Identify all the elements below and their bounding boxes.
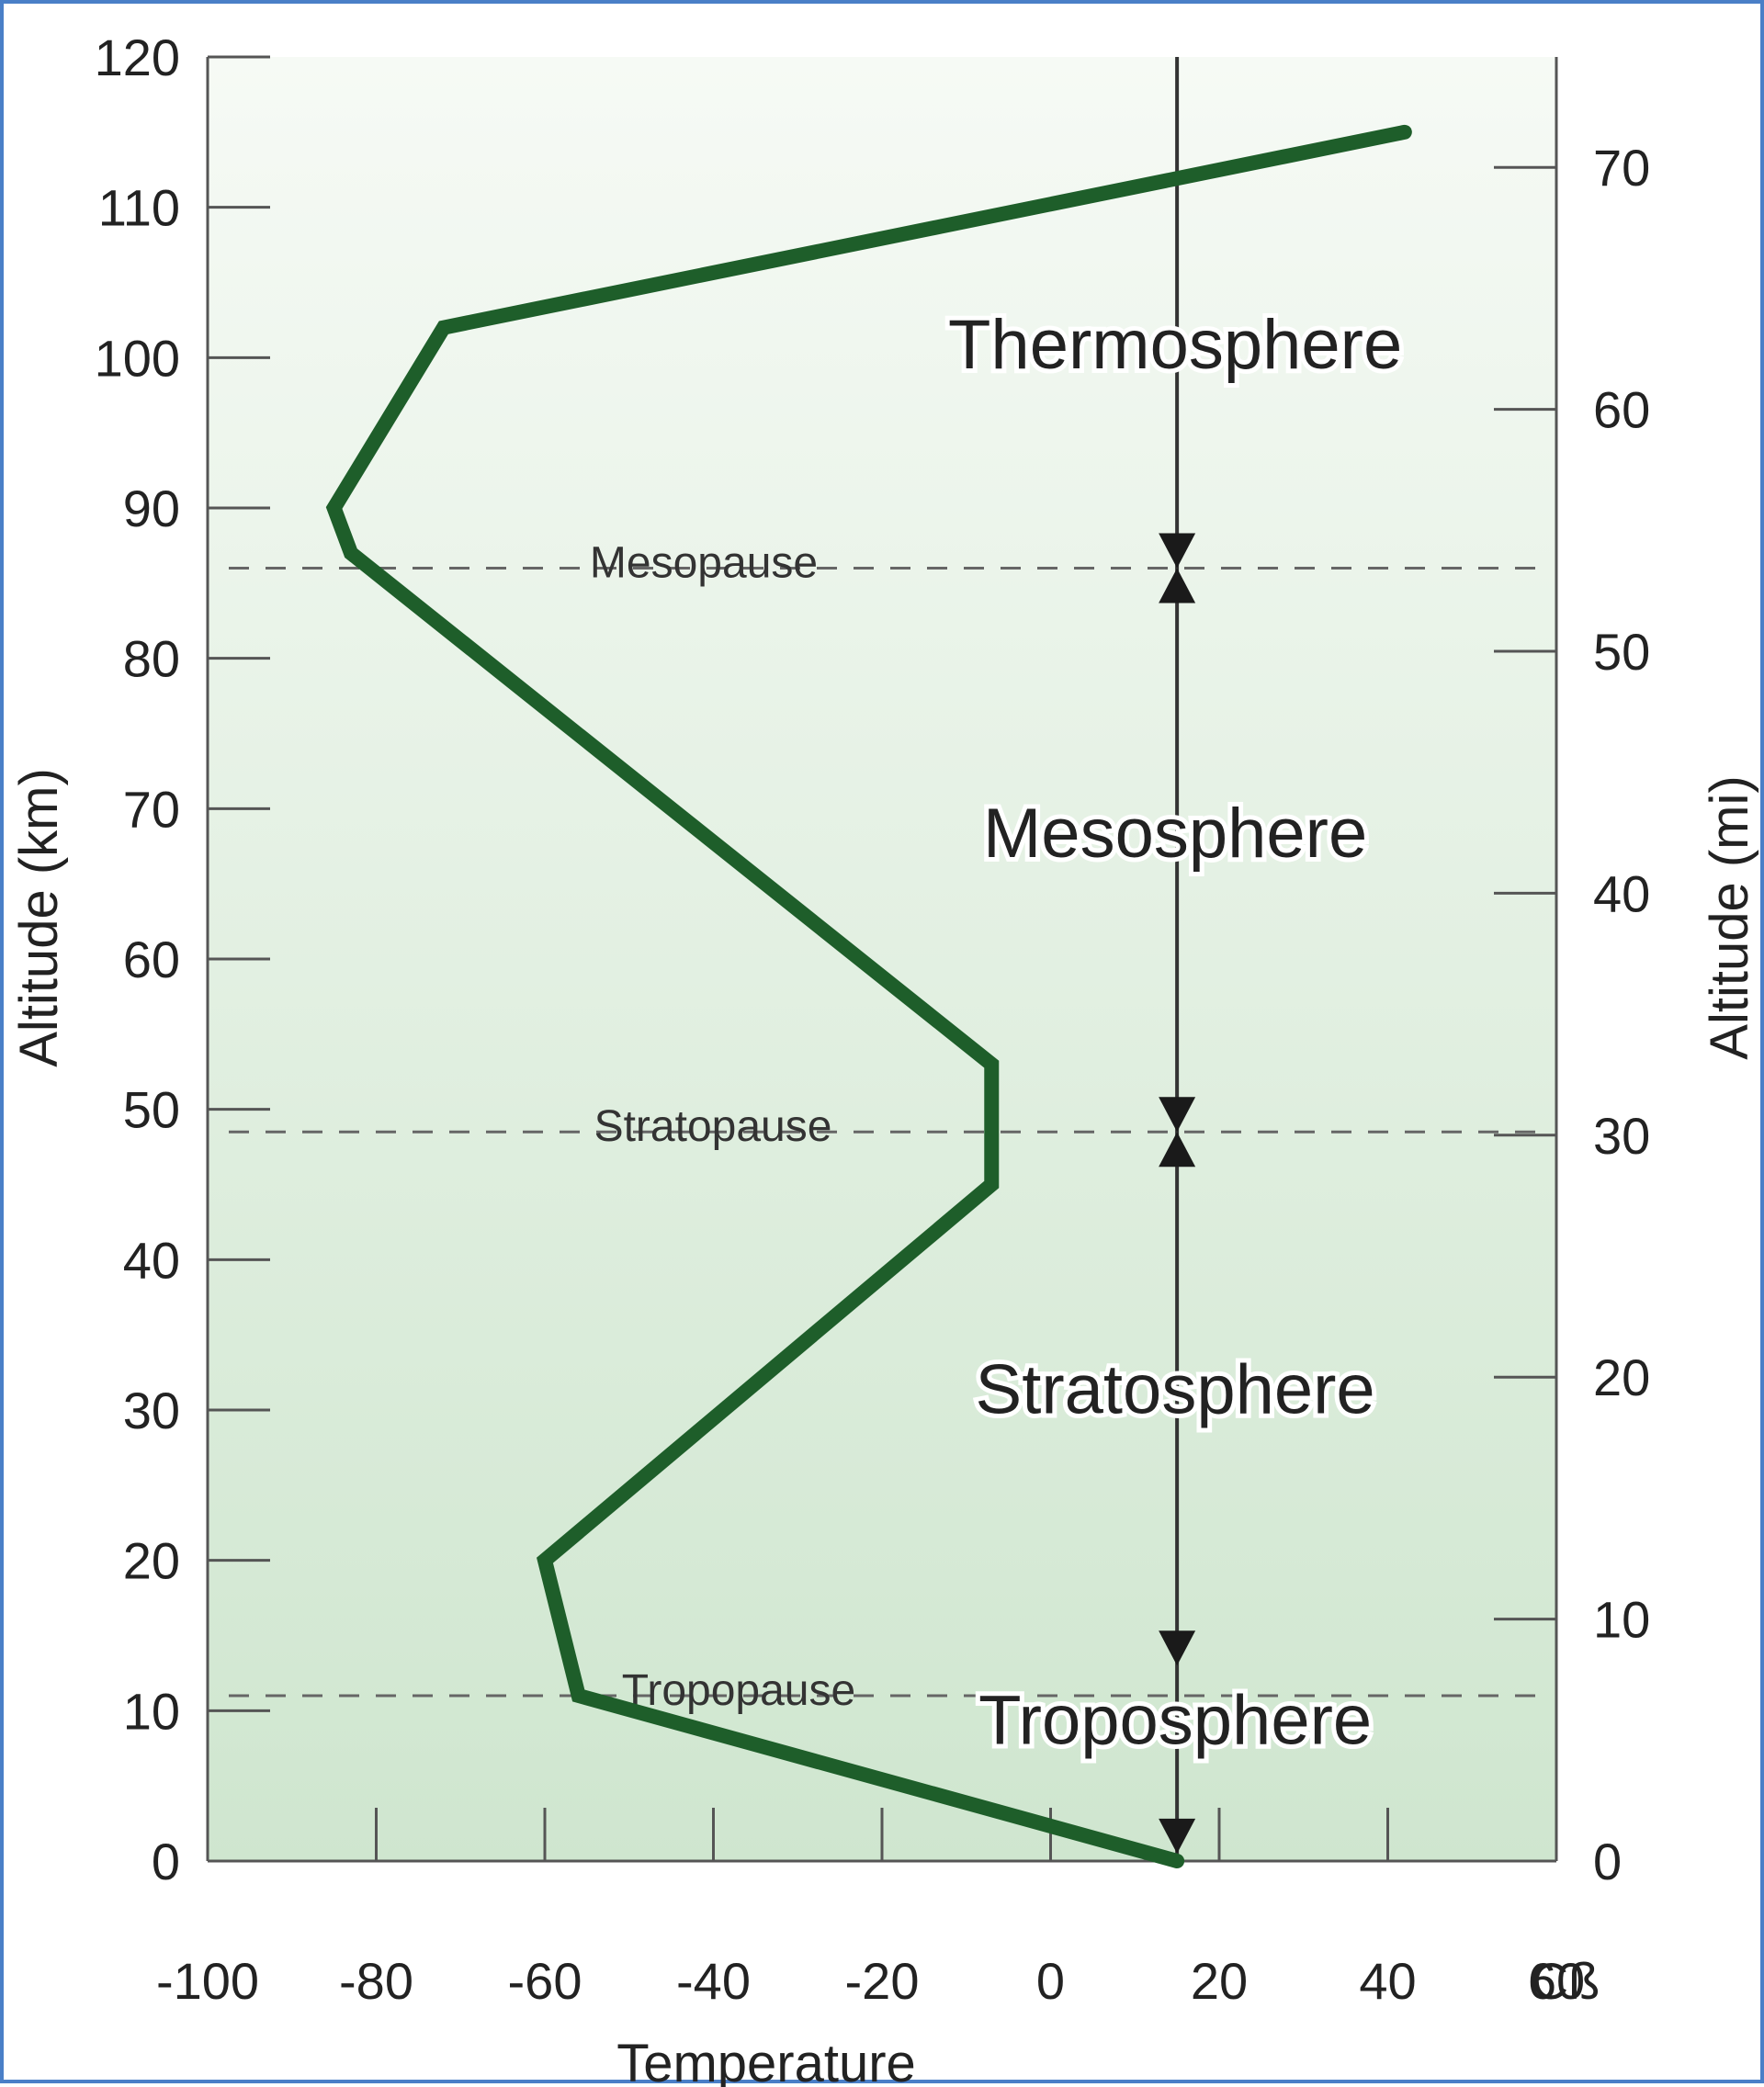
layer-label: Mesosphere — [983, 795, 1367, 873]
right-tick-label: 50 — [1593, 623, 1650, 681]
boundary-label: Tropopause — [622, 1666, 855, 1715]
arrow-down-icon — [1159, 1818, 1196, 1854]
atmosphere-temperature-chart: Tropopause Stratopause Mesopause 0 10 20 30 40… — [9, 28, 1759, 2087]
arrow-down-icon — [1159, 533, 1196, 569]
right-tick-label: 70 — [1593, 139, 1650, 197]
boundary-label: Mesopause — [590, 538, 818, 587]
bottom-tick-label: 20 — [1191, 1952, 1248, 2010]
temperature-point — [334, 507, 335, 509]
boundary-label: Stratopause — [594, 1102, 832, 1151]
temperature-point — [350, 552, 352, 554]
bottom-tick-label: 0 — [1036, 1952, 1065, 2010]
left-axis-title: Altitude (km) — [9, 768, 69, 1067]
right-axis-title: Altitude (mi) — [1700, 775, 1759, 1059]
layer-label: Stratosphere — [976, 1351, 1375, 1429]
x-unit-label: Cß — [1532, 1952, 1600, 2010]
left-tick-label: 10 — [123, 1682, 180, 1740]
arrow-up-icon — [1159, 1132, 1196, 1168]
right-tick-label: 60 — [1593, 381, 1650, 439]
right-tick-label: 40 — [1593, 864, 1650, 922]
left-tick-label: 60 — [123, 931, 180, 988]
temperature-series-line — [325, 124, 1412, 1868]
bottom-tick-label: 60 — [1528, 1952, 1585, 2010]
temperature-point — [443, 327, 445, 329]
left-tick-label: 0 — [152, 1833, 180, 1890]
bottom-tick-label: 40 — [1359, 1952, 1416, 2010]
left-tick-label: 50 — [123, 1081, 180, 1139]
right-tick-label: 20 — [1593, 1348, 1650, 1406]
temperature-point — [990, 1064, 992, 1066]
right-tick-label: 0 — [1593, 1833, 1622, 1890]
left-tick-label: 40 — [123, 1231, 180, 1289]
temperature-point — [990, 1184, 992, 1186]
left-tick-label: 20 — [123, 1532, 180, 1590]
temperature-point — [1404, 131, 1406, 133]
left-tick-label: 120 — [95, 28, 180, 86]
arrow-down-icon — [1159, 1097, 1196, 1133]
axes: 0 10 20 30 40 50 60 70 80 90 100 110 120 0 10 20 30 40 50 6… — [9, 28, 1759, 2087]
bottom-tick-label: -100 — [156, 1952, 259, 2010]
left-tick-label: 90 — [123, 479, 180, 537]
arrow-up-icon — [1159, 568, 1196, 604]
layer-label: Thermosphere — [948, 306, 1402, 384]
temperature-point — [544, 1560, 546, 1562]
bottom-tick-label: -40 — [676, 1952, 751, 2010]
bottom-tick-label: -20 — [845, 1952, 920, 2010]
temperature-point — [1176, 1860, 1178, 1862]
bottom-tick-label: -60 — [508, 1952, 582, 2010]
right-tick-label: 10 — [1593, 1591, 1650, 1649]
x-axis-title: Temperature — [616, 2034, 916, 2087]
right-tick-label: 30 — [1593, 1107, 1650, 1165]
arrow-down-icon — [1159, 1630, 1196, 1666]
left-tick-label: 70 — [123, 780, 180, 838]
boundary-lines: Tropopause Stratopause Mesopause — [229, 538, 1547, 1715]
layer-marker-line — [1159, 57, 1196, 1861]
left-tick-label: 30 — [123, 1382, 180, 1439]
temperature-point — [578, 1695, 580, 1697]
temperature-profile — [325, 124, 1412, 1868]
left-tick-label: 110 — [98, 179, 180, 237]
layer-label: Troposphere — [978, 1682, 1372, 1760]
left-tick-label: 100 — [95, 329, 180, 387]
bottom-tick-label: -80 — [339, 1952, 413, 2010]
left-tick-label: 80 — [123, 630, 180, 688]
chart-labels: Troposphere Stratosphere Mesosphere Thermos… — [944, 301, 1407, 1765]
